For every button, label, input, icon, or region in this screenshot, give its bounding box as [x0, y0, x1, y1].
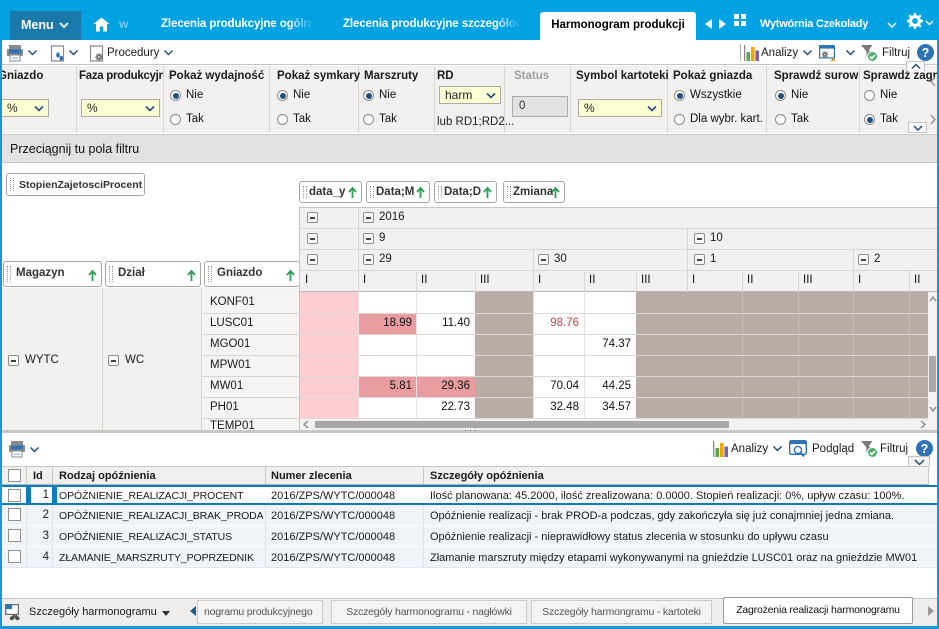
svg-text:?: ?: [922, 46, 930, 60]
svg-text:?: ?: [921, 442, 929, 456]
